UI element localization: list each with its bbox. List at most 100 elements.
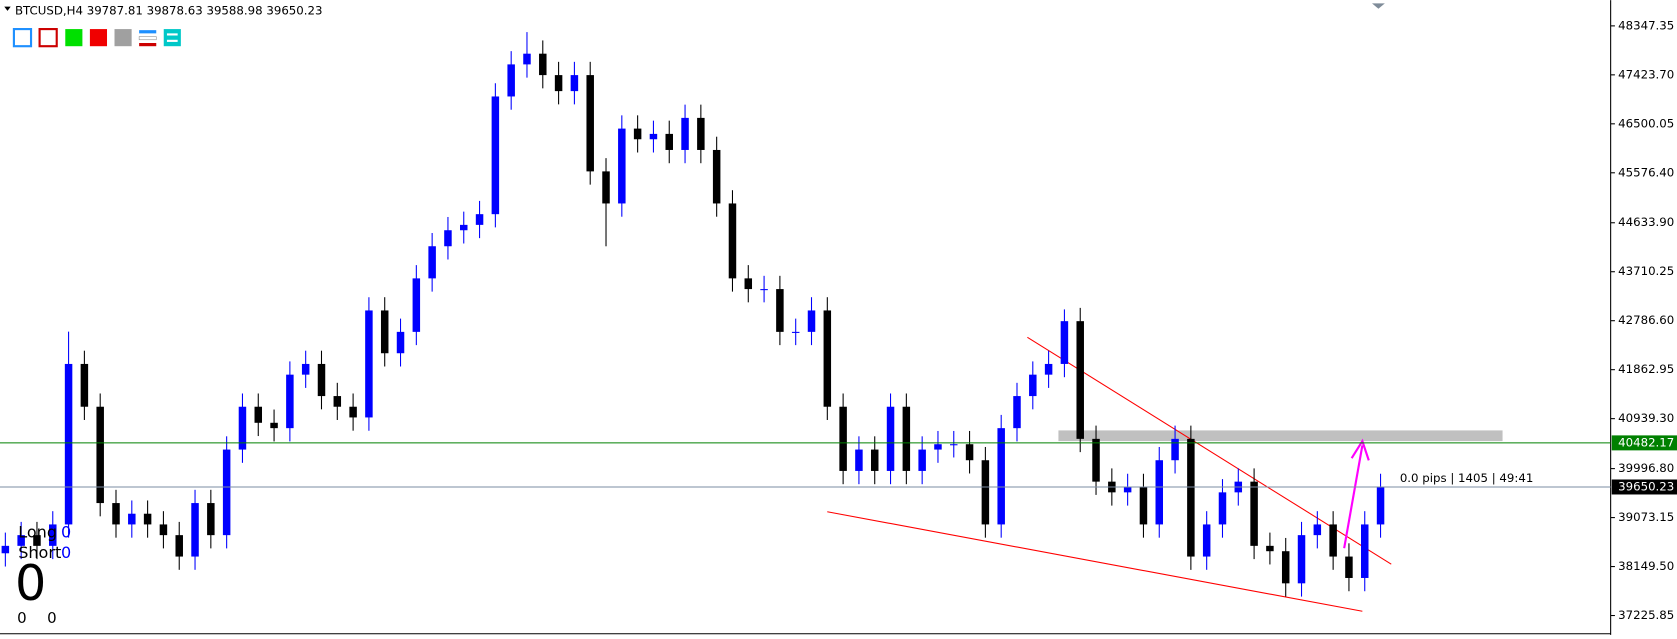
- menu-arrow[interactable]: [4, 6, 11, 11]
- short-count: 0: [61, 543, 71, 562]
- candle-body: [491, 96, 500, 215]
- candle-body: [191, 503, 199, 557]
- candle-body: [254, 406, 263, 423]
- tool-button[interactable]: [12, 28, 33, 48]
- arrow[interactable]: [1343, 438, 1370, 549]
- y-tick-label: 37225.85: [1618, 608, 1674, 622]
- trendline[interactable]: [827, 511, 1363, 612]
- candle-body: [301, 363, 310, 375]
- right-count: 0: [47, 609, 57, 627]
- candle-body: [222, 449, 231, 536]
- tool-button[interactable]: [65, 29, 83, 47]
- y-tick-label: 48347.35: [1618, 18, 1674, 32]
- candle-body: [1313, 524, 1322, 536]
- big-count: 0: [15, 554, 46, 612]
- y-tick-label: 47423.70: [1618, 67, 1674, 81]
- candle-body: [728, 203, 737, 279]
- candle-body: [681, 117, 689, 150]
- candle-body: [1139, 486, 1148, 525]
- price-level-label: 39650.23: [1618, 479, 1674, 493]
- tool-button[interactable]: [138, 30, 157, 47]
- tool-button[interactable]: [163, 29, 181, 47]
- tool-button[interactable]: [38, 28, 58, 48]
- candle-body: [665, 133, 673, 150]
- candle-body: [1044, 363, 1053, 375]
- candle-body: [839, 406, 847, 471]
- candle-body: [870, 449, 879, 471]
- candle-body: [1187, 438, 1195, 557]
- candle-body: [855, 449, 863, 471]
- y-tick-label: 39996.80: [1618, 461, 1674, 475]
- candle-body: [554, 75, 563, 92]
- candle-body: [286, 374, 294, 429]
- candle-body: [80, 363, 89, 407]
- tool-button[interactable]: [114, 29, 132, 47]
- candle-body: [1092, 438, 1100, 482]
- candle-body: [697, 117, 705, 150]
- candle-body: [365, 310, 373, 418]
- candle-body: [96, 406, 104, 504]
- candle-body: [649, 133, 658, 140]
- candle-body: [965, 444, 974, 461]
- candle-body: [602, 171, 610, 204]
- price-level-tag: [1611, 435, 1677, 451]
- candle-body: [776, 289, 784, 332]
- candle-body: [428, 246, 436, 279]
- candle-body: [49, 524, 57, 546]
- candle-body: [1013, 396, 1021, 429]
- y-tick-label: 41862.95: [1618, 362, 1674, 376]
- y-tick-label: 38149.50: [1618, 559, 1674, 573]
- candle-body: [823, 310, 832, 407]
- candle-body: [1060, 321, 1069, 364]
- candle-body: [570, 75, 579, 92]
- zone-rectangle[interactable]: [1058, 430, 1503, 442]
- candle-body: [1, 545, 10, 554]
- candle-body: [1297, 535, 1306, 584]
- candle-body: [981, 460, 990, 525]
- candle-body: [918, 449, 926, 471]
- candles: [1, 32, 1385, 597]
- candle-body: [934, 444, 942, 450]
- candle-body: [396, 331, 405, 354]
- symbol-header: BTCUSD,H4 39787.81 39878.63 39588.98 396…: [15, 3, 323, 17]
- y-tick-label: 46500.05: [1618, 116, 1674, 130]
- candle-body: [760, 289, 768, 291]
- candle-body: [128, 513, 136, 525]
- candle-body: [444, 230, 452, 247]
- candle-body: [143, 513, 152, 525]
- candle-body: [950, 444, 958, 446]
- candle-body: [333, 396, 342, 407]
- candle-body: [475, 214, 484, 225]
- left-count: 0: [17, 609, 27, 627]
- candle-body: [1250, 481, 1258, 546]
- candle-body: [586, 75, 594, 172]
- candle-body: [1266, 545, 1274, 552]
- candle-body: [539, 53, 547, 76]
- trade-panel: Long 0 Short 0 0 0 0: [15, 523, 71, 628]
- candle-body: [791, 331, 800, 333]
- y-tick-label: 45576.40: [1618, 165, 1674, 179]
- toolbar: [12, 28, 181, 48]
- candle-body: [1029, 374, 1037, 397]
- candle-body: [1376, 486, 1385, 525]
- price-level-label: 40482.17: [1618, 435, 1674, 449]
- candle-body: [1218, 492, 1227, 525]
- y-tick-label: 40939.30: [1618, 411, 1674, 425]
- candle-body: [380, 310, 389, 354]
- candle-body: [1076, 321, 1084, 439]
- short-label: Short: [18, 543, 61, 562]
- candle-body: [712, 149, 721, 204]
- y-tick-label: 44633.90: [1618, 215, 1674, 229]
- tool-button[interactable]: [89, 29, 108, 47]
- candle-body: [33, 535, 41, 546]
- candle-body: [112, 503, 120, 525]
- candle-body: [460, 224, 468, 231]
- long-count: 0: [61, 523, 71, 542]
- candle-body: [17, 535, 25, 546]
- candle-body: [1329, 524, 1337, 557]
- candle-body: [1281, 551, 1290, 584]
- order-info: 0.0 pips | 1405 | 49:41: [1400, 471, 1534, 486]
- candle-body: [1155, 460, 1164, 525]
